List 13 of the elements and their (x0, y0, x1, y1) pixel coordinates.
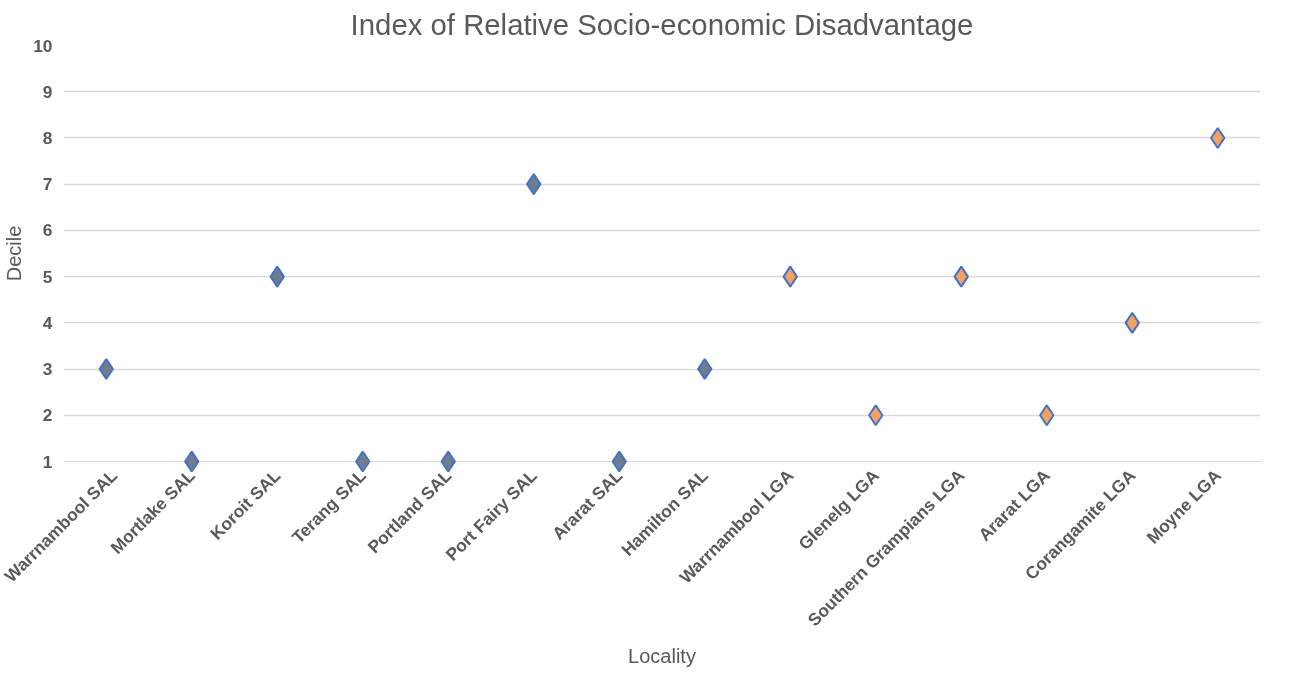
y-tick-label: 4 (42, 312, 53, 333)
y-tick-label: 8 (42, 127, 53, 148)
y-tick-label: 9 (42, 81, 53, 102)
y-tick-label: 5 (42, 266, 53, 287)
y-tick-label: 1 (42, 451, 53, 472)
y-tick-label: 3 (42, 359, 53, 380)
chart-title: Index of Relative Socio-economic Disadvantage (350, 7, 974, 41)
y-tick-label: 10 (33, 35, 53, 56)
x-axis-title: Locality (628, 645, 696, 668)
y-axis-title: Decile (3, 225, 26, 282)
y-tick-label: 7 (42, 174, 53, 195)
y-tick-label: 2 (42, 405, 53, 426)
y-tick-label: 6 (42, 220, 53, 241)
